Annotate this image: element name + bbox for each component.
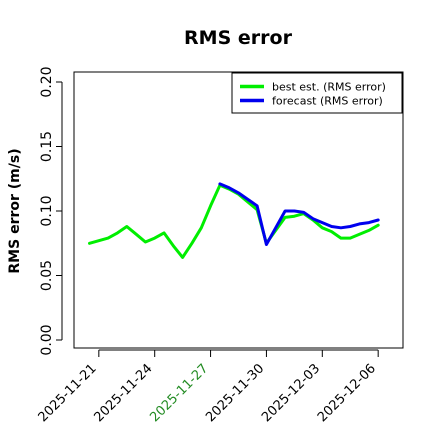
y-tick-label: 0.15 <box>39 131 55 162</box>
x-tick-label: 2025-11-30 <box>203 361 267 425</box>
x-tick-label: 2025-12-03 <box>259 361 323 425</box>
x-axis: 2025-11-212025-11-242025-11-272025-11-30… <box>36 349 379 425</box>
x-tick-label: 2025-11-27 <box>147 361 211 425</box>
x-tick-label: 2025-11-21 <box>36 361 100 425</box>
series-line-best-est <box>88 183 380 259</box>
y-tick-label: 0.20 <box>39 66 55 97</box>
y-axis-label: RMS error (m/s) <box>7 148 23 273</box>
legend: best est. (RMS error) forecast (RMS erro… <box>231 72 403 114</box>
y-tick-label: 0.10 <box>39 195 55 226</box>
series-layer <box>88 182 380 259</box>
legend-label-best-est: best est. (RMS error) <box>272 81 386 94</box>
plot-frame <box>73 71 404 349</box>
x-tick-label: 2025-12-06 <box>315 361 379 425</box>
series-line-forecast <box>218 182 380 246</box>
legend-box <box>231 72 403 114</box>
y-axis: 0.00 0.05 0.10 0.15 0.20 <box>39 66 63 356</box>
chart-title: RMS error <box>184 27 293 49</box>
y-tick-label: 0.05 <box>39 260 55 291</box>
x-tick-label: 2025-11-24 <box>91 361 155 425</box>
y-tick-label: 0.00 <box>39 324 55 355</box>
legend-label-forecast: forecast (RMS error) <box>272 95 383 108</box>
